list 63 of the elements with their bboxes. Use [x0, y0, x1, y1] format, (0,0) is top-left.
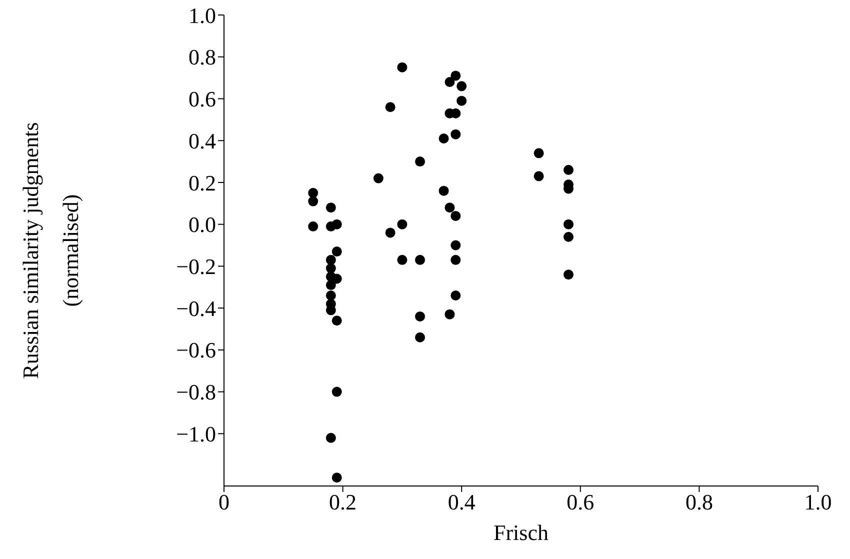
point	[438, 134, 449, 144]
point	[444, 309, 455, 320]
point	[444, 202, 455, 213]
point	[438, 186, 449, 196]
point	[326, 432, 336, 443]
point	[326, 254, 336, 265]
x-tick-label: 0.4	[448, 490, 476, 515]
point	[326, 305, 336, 316]
point	[450, 210, 461, 221]
y-tick-label: 0.8	[188, 44, 216, 70]
y-tick-label: 0.0	[188, 212, 216, 238]
point	[415, 332, 426, 342]
x-tick-label: 0.8	[685, 490, 713, 515]
y-axis-title: Russian similarity judgments (normalised)	[18, 122, 83, 379]
point	[332, 316, 342, 326]
point	[308, 188, 318, 198]
point	[564, 270, 574, 280]
x-tick-label: 0	[218, 490, 230, 515]
y-tick-label: 1.0	[188, 2, 216, 28]
point	[308, 221, 318, 232]
y-tick-label: −0.8	[176, 380, 216, 405]
point	[373, 173, 384, 184]
point	[564, 232, 574, 242]
point	[534, 148, 544, 158]
point	[332, 246, 342, 257]
point	[450, 254, 461, 265]
point	[397, 62, 408, 72]
point	[308, 196, 318, 206]
point	[450, 240, 461, 250]
point	[564, 164, 574, 175]
y-tick-label: 0.6	[188, 86, 216, 112]
point	[332, 386, 342, 397]
point	[534, 171, 544, 182]
x-tick-label: 1.0	[804, 490, 832, 515]
point	[397, 219, 408, 230]
y-tick-label: −1.0	[176, 421, 216, 446]
y-tick-label: −0.4	[176, 296, 216, 321]
point	[450, 70, 461, 81]
point	[415, 156, 426, 167]
point	[385, 102, 396, 112]
point	[332, 472, 342, 483]
point	[456, 96, 467, 106]
point	[415, 254, 426, 265]
point	[397, 254, 408, 265]
y-tick-label: 0.2	[188, 170, 216, 196]
point	[450, 290, 461, 301]
point	[332, 219, 342, 230]
point	[564, 219, 574, 230]
x-tick-label: 0.2	[329, 490, 357, 515]
y-tick-label: −0.2	[176, 254, 216, 280]
point	[415, 311, 426, 322]
point	[444, 76, 455, 87]
point	[326, 280, 336, 290]
y-tick-label: 0.4	[188, 128, 216, 154]
point	[450, 129, 461, 140]
point	[326, 263, 336, 274]
point	[326, 202, 336, 213]
point	[326, 290, 336, 301]
point	[385, 228, 396, 238]
x-axis-title: Frisch	[494, 520, 548, 545]
point	[456, 81, 467, 92]
y-tick-label: −0.6	[176, 338, 216, 363]
x-tick-label: 0.6	[566, 490, 594, 515]
